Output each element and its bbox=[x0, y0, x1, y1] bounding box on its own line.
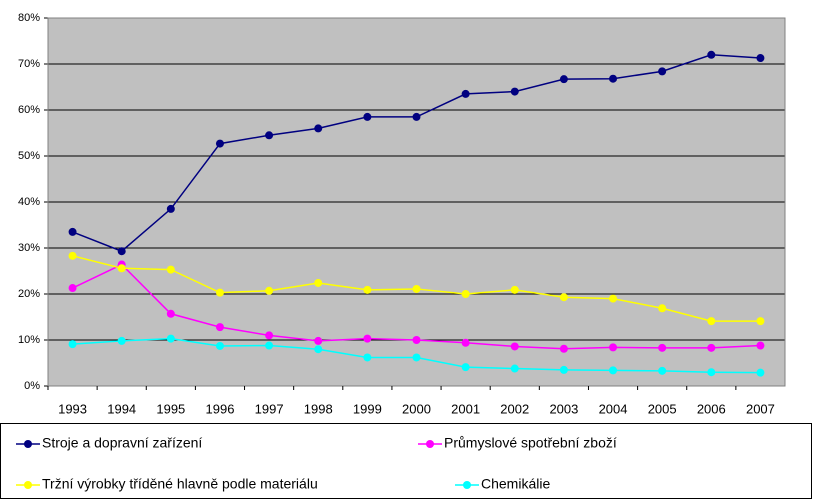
y-tick-label: 40% bbox=[18, 196, 40, 208]
marker bbox=[510, 342, 519, 351]
marker bbox=[609, 343, 618, 352]
legend-label: Chemikálie bbox=[481, 476, 550, 492]
marker bbox=[265, 331, 274, 340]
marker bbox=[756, 317, 765, 326]
marker bbox=[166, 309, 175, 318]
marker bbox=[166, 334, 175, 343]
legend-marker bbox=[24, 481, 32, 489]
marker bbox=[559, 344, 568, 353]
legend-marker bbox=[24, 440, 32, 448]
marker bbox=[707, 368, 716, 377]
marker bbox=[559, 365, 568, 374]
marker bbox=[68, 284, 77, 293]
marker bbox=[314, 345, 323, 354]
marker bbox=[363, 334, 372, 343]
y-tick-label: 30% bbox=[18, 242, 40, 254]
x-tick-label: 1996 bbox=[206, 401, 235, 416]
marker bbox=[658, 366, 667, 375]
plot-border bbox=[47, 17, 786, 387]
marker bbox=[756, 54, 765, 63]
legend-label: Tržní výrobky tříděné hlavně podle mater… bbox=[42, 476, 318, 492]
marker bbox=[510, 87, 519, 96]
marker bbox=[215, 323, 224, 332]
y-tick-label: 0% bbox=[24, 380, 40, 392]
marker bbox=[559, 293, 568, 302]
x-tick-label: 2004 bbox=[599, 401, 628, 416]
marker bbox=[609, 74, 618, 83]
marker bbox=[166, 265, 175, 274]
y-tick-label: 70% bbox=[18, 58, 40, 70]
marker bbox=[68, 227, 77, 236]
x-tick-label: 2005 bbox=[648, 401, 677, 416]
legend-label: Průmyslové spotřební zboží bbox=[444, 435, 617, 451]
legend-marker bbox=[426, 440, 434, 448]
marker bbox=[314, 124, 323, 133]
marker bbox=[707, 50, 716, 59]
x-tick-label: 1995 bbox=[156, 401, 185, 416]
marker bbox=[363, 353, 372, 362]
marker bbox=[412, 112, 421, 121]
marker bbox=[68, 251, 77, 260]
marker bbox=[707, 317, 716, 326]
marker bbox=[412, 353, 421, 362]
marker bbox=[68, 340, 77, 349]
x-tick-label: 2003 bbox=[549, 401, 578, 416]
x-tick-label: 1997 bbox=[255, 401, 284, 416]
marker bbox=[117, 247, 126, 256]
legend-label: Stroje a dopravní zařízení bbox=[42, 435, 202, 451]
x-tick-label: 2002 bbox=[500, 401, 529, 416]
x-tick-label: 1998 bbox=[304, 401, 333, 416]
marker bbox=[461, 338, 470, 347]
marker bbox=[461, 363, 470, 372]
x-tick-label: 2000 bbox=[402, 401, 431, 416]
y-tick-label: 10% bbox=[18, 334, 40, 346]
x-tick-label: 2001 bbox=[451, 401, 480, 416]
legend: Stroje a dopravní zařízení Průmyslové spo… bbox=[16, 435, 617, 492]
y-tick-label: 20% bbox=[18, 288, 40, 300]
marker bbox=[658, 304, 667, 313]
marker bbox=[510, 364, 519, 373]
marker bbox=[117, 264, 126, 273]
marker bbox=[314, 336, 323, 345]
marker bbox=[461, 89, 470, 98]
marker bbox=[265, 341, 274, 350]
legend-marker bbox=[463, 481, 471, 489]
marker bbox=[363, 285, 372, 294]
marker bbox=[461, 290, 470, 298]
marker bbox=[609, 366, 618, 375]
x-tick-label: 1999 bbox=[353, 401, 382, 416]
marker bbox=[215, 139, 224, 148]
marker bbox=[215, 288, 224, 297]
x-tick-label: 1994 bbox=[107, 401, 136, 416]
marker bbox=[609, 294, 618, 303]
marker bbox=[658, 343, 667, 352]
legend-box bbox=[0, 423, 812, 499]
x-tick-label: 1993 bbox=[58, 401, 87, 416]
y-tick-label: 80% bbox=[18, 12, 40, 24]
marker bbox=[363, 112, 372, 121]
marker bbox=[166, 204, 175, 213]
marker bbox=[265, 131, 274, 140]
marker bbox=[658, 67, 667, 76]
marker bbox=[314, 278, 323, 287]
marker bbox=[412, 284, 421, 293]
marker bbox=[412, 336, 421, 344]
marker bbox=[756, 368, 765, 377]
y-tick-label: 50% bbox=[18, 150, 40, 162]
marker bbox=[117, 336, 126, 345]
marker bbox=[510, 285, 519, 294]
marker bbox=[215, 341, 224, 350]
y-tick-label: 60% bbox=[18, 104, 40, 116]
marker bbox=[707, 343, 716, 352]
marker bbox=[265, 286, 274, 295]
marker bbox=[559, 75, 568, 84]
x-tick-label: 2006 bbox=[697, 401, 726, 416]
x-tick-label: 2007 bbox=[746, 401, 775, 416]
marker bbox=[756, 341, 765, 350]
